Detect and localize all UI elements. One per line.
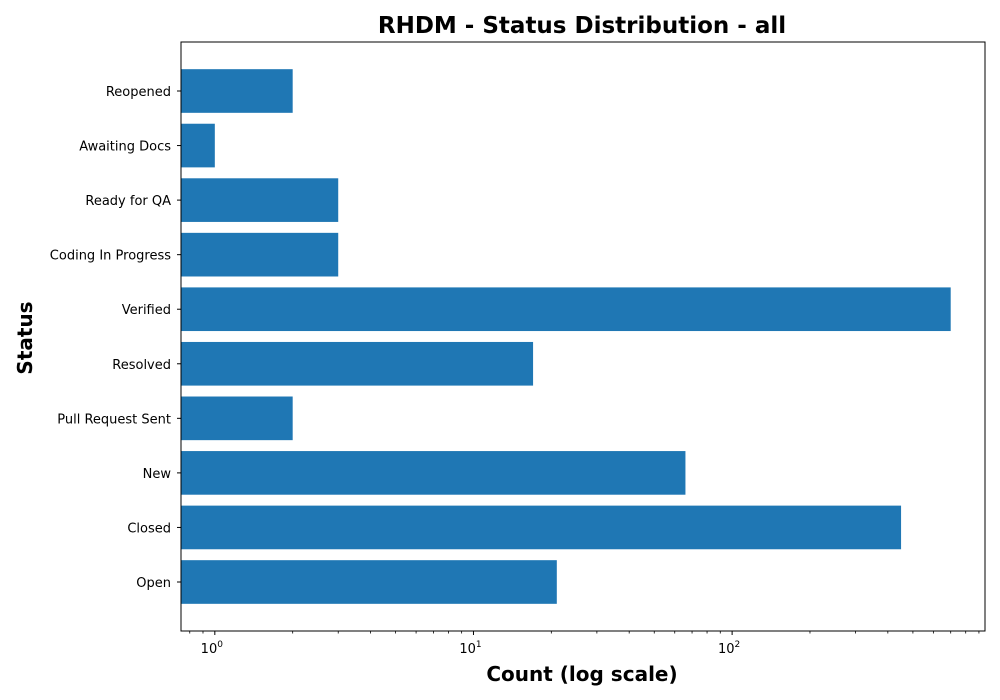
bar-pull-request-sent — [181, 396, 293, 441]
bar-new — [181, 451, 686, 495]
y-tick-label: Resolved — [112, 358, 171, 373]
bars-group — [181, 69, 951, 604]
y-tick-label: Ready for QA — [85, 194, 171, 209]
bar-open — [181, 560, 557, 604]
plot-area-frame — [180, 41, 986, 632]
bar-ready-for-qa — [181, 178, 339, 222]
x-tick-label: 101 — [459, 640, 481, 657]
bar-verified — [181, 287, 951, 332]
x-axis-label: Count (log scale) — [486, 662, 677, 686]
bar-awaiting-docs — [181, 123, 215, 168]
y-tick-label: Coding In Progress — [50, 249, 171, 264]
y-tick-label: Closed — [127, 521, 171, 536]
y-tick-label: Open — [136, 576, 171, 591]
bar-closed — [181, 505, 902, 550]
x-axis-ticks: 100 101 102 — [189, 631, 980, 657]
chart-title: RHDM - Status Distribution - all — [378, 13, 786, 39]
y-tick-label: Reopened — [106, 85, 171, 100]
bar-reopened — [181, 69, 293, 113]
x-tick-label: 102 — [718, 640, 740, 657]
y-tick-label: Pull Request Sent — [57, 412, 171, 427]
y-tick-label: Awaiting Docs — [79, 140, 171, 155]
y-tick-label: Verified — [122, 303, 171, 318]
x-tick-label: 100 — [201, 640, 224, 657]
y-axis-label: Status — [13, 301, 37, 374]
bar-coding-in-progress — [181, 232, 339, 277]
bar-resolved — [181, 341, 534, 386]
y-tick-label: New — [143, 467, 172, 482]
y-axis-ticks: Open Closed New Pull Request Sent Resolved Ve… — [50, 85, 181, 591]
